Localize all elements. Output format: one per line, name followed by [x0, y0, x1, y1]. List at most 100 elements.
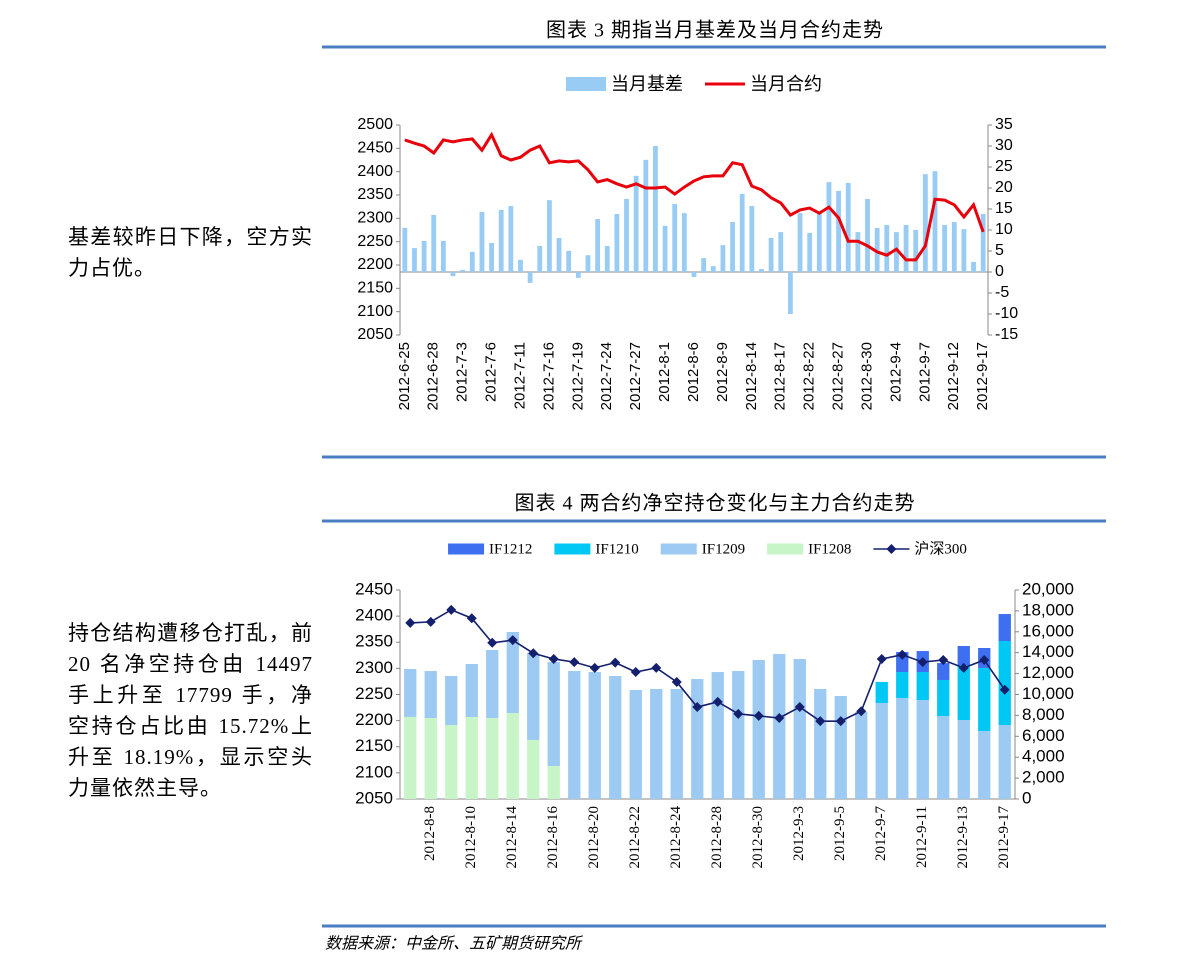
legend-label: 沪深300 [914, 540, 967, 557]
y2-tick-label: 0 [1022, 788, 1031, 807]
y-tick-label: 2150 [357, 280, 393, 297]
y2-tick-label: 18,000 [1022, 600, 1074, 619]
bar [585, 255, 591, 272]
x-tick-label: 2012-8-30 [858, 342, 875, 410]
x-tick-label: 2012-9-13 [955, 806, 971, 869]
bar [752, 660, 765, 799]
marker [569, 657, 580, 668]
x-tick-label: 2012-9-17 [996, 806, 1012, 869]
x-tick-label: 2012-9-11 [914, 806, 930, 868]
marker [938, 655, 949, 666]
bar [650, 688, 663, 799]
bar [450, 272, 456, 277]
x-tick-label: 2012-7-27 [627, 342, 644, 410]
bar [486, 649, 499, 719]
marker [405, 617, 416, 628]
bar [937, 679, 950, 717]
bar [445, 676, 458, 726]
bar [568, 670, 581, 799]
chart-title: 图表 3 期指当月基差及当月合约走势 [546, 19, 884, 42]
bar [402, 227, 408, 272]
y2-tick-label: 12,000 [1022, 663, 1074, 682]
x-tick-label: 2012-8-22 [801, 342, 818, 410]
x-tick-label: 2012-9-5 [832, 806, 848, 861]
y2-tick-label: -5 [995, 284, 1009, 301]
bar [855, 711, 868, 799]
y2-tick-label: 15 [995, 200, 1013, 217]
bar [961, 229, 967, 272]
marker [466, 613, 477, 624]
x-tick-label: 2012-8-14 [743, 342, 760, 410]
bar [421, 240, 427, 272]
bar [556, 237, 562, 272]
bar [633, 175, 639, 272]
marker [856, 706, 867, 717]
x-tick-label: 2012-7-19 [569, 342, 586, 410]
marker [876, 653, 887, 664]
bar [732, 670, 745, 799]
legend-swatch [566, 77, 606, 91]
y-tick-label: 2200 [357, 256, 393, 273]
x-tick-label: 2012-8-8 [422, 806, 438, 861]
bar [896, 651, 909, 673]
bar [937, 716, 950, 799]
y-tick-label: 2450 [357, 140, 393, 157]
y2-tick-label: 10 [995, 221, 1013, 238]
y2-tick-label: 14,000 [1022, 642, 1074, 661]
y2-tick-label: 6,000 [1022, 726, 1065, 745]
bar [814, 688, 827, 799]
legend-label: 当月合约 [750, 74, 822, 94]
bar [465, 716, 478, 799]
bar [711, 672, 724, 799]
x-tick-label: 2012-8-16 [545, 806, 561, 869]
bar [937, 663, 950, 680]
y2-tick-label: 20 [995, 179, 1013, 196]
x-tick-label: 2012-8-17 [772, 342, 789, 410]
bar [845, 182, 851, 272]
bar [855, 232, 861, 272]
x-tick-label: 2012-9-3 [791, 806, 807, 861]
bar [460, 269, 466, 272]
bar [424, 670, 437, 719]
bar [624, 198, 629, 272]
y-tick-label: 2250 [357, 233, 393, 250]
legend-swatch [886, 544, 897, 554]
y-tick-label: 2500 [357, 116, 393, 133]
bar [672, 203, 678, 272]
bar [527, 272, 533, 283]
x-tick-label: 2012-7-16 [540, 342, 557, 410]
y2-tick-label: 16,000 [1022, 621, 1074, 640]
bar [768, 237, 774, 272]
y-tick-label: 2250 [355, 684, 393, 703]
x-tick-label: 2012-7-3 [454, 342, 471, 402]
y-tick-label: 2050 [357, 326, 393, 343]
marker [774, 713, 785, 724]
bar [431, 214, 437, 272]
bar [681, 213, 687, 272]
marker [794, 702, 805, 713]
y2-tick-label: 4,000 [1022, 747, 1065, 766]
x-tick-label: 2012-8-30 [750, 806, 766, 869]
y-tick-label: 2200 [355, 710, 393, 729]
side-note: 基差较昨日下降，空方实力占优。 [68, 225, 313, 280]
bar [998, 614, 1011, 641]
marker [712, 696, 723, 707]
bar [547, 662, 560, 766]
x-tick-label: 2012-8-24 [668, 806, 684, 869]
bar [506, 632, 519, 713]
marker [671, 676, 682, 687]
bar [662, 225, 668, 272]
marker [897, 649, 908, 660]
marker [548, 653, 559, 664]
y-tick-label: 2400 [355, 606, 393, 625]
bar [691, 272, 697, 278]
bar [998, 640, 1011, 726]
x-tick-label: 2012-7-6 [483, 342, 500, 402]
marker [487, 637, 498, 648]
bar [670, 688, 683, 799]
bar [604, 245, 610, 272]
legend-swatch [767, 543, 804, 555]
x-tick-label: 2012-9-12 [945, 342, 962, 410]
x-tick-label: 2012-7-11 [511, 342, 528, 409]
